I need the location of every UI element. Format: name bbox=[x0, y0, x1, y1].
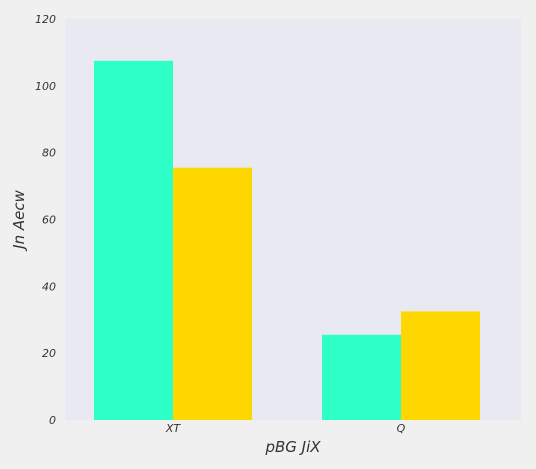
x-axis-label: pBG JiX bbox=[264, 438, 321, 456]
y-tick-label: 120 bbox=[35, 13, 56, 26]
y-tick-label: 80 bbox=[42, 147, 56, 160]
y-tick-label: 100 bbox=[35, 80, 56, 93]
y-tick-label: 40 bbox=[42, 280, 56, 293]
y-tick-label: 0 bbox=[49, 414, 56, 427]
bars-group bbox=[94, 60, 480, 420]
y-axis-ticks: 0 20 40 60 80 100 120 bbox=[35, 13, 56, 427]
y-tick-label: 60 bbox=[42, 214, 56, 227]
x-tick-label: XT bbox=[165, 422, 182, 435]
bar-xt-series-1 bbox=[94, 60, 173, 420]
x-tick-label: Q bbox=[397, 422, 406, 435]
bar-q-series-1 bbox=[322, 334, 401, 420]
y-axis-label: Jn Aecw bbox=[10, 189, 28, 251]
x-axis-ticks: XT Q bbox=[165, 422, 406, 435]
bar-xt-series-2 bbox=[173, 167, 252, 420]
y-tick-label: 20 bbox=[42, 347, 56, 360]
bar-q-series-2 bbox=[401, 311, 480, 420]
